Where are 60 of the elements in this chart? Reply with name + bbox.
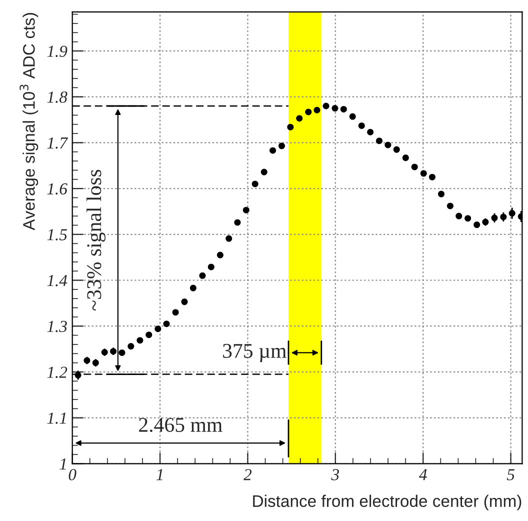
point	[278, 142, 285, 150]
point	[349, 113, 356, 120]
y-tick-label: 1.4	[47, 275, 68, 286]
x-tick-label: 1	[156, 469, 162, 480]
x-tick-label: 3	[331, 469, 339, 480]
point	[376, 138, 383, 144]
point	[402, 154, 409, 162]
y-tick-label: 1.7	[47, 137, 68, 149]
point	[128, 343, 134, 350]
y-tick-label: 1.8	[47, 92, 68, 103]
point	[305, 108, 312, 116]
y-tick-label: 1.6	[47, 183, 68, 195]
y-tick-label: 1.9	[47, 46, 68, 57]
y-tick-label: 1.1	[47, 412, 66, 424]
point	[252, 180, 258, 188]
point	[260, 168, 268, 176]
point	[181, 298, 188, 306]
point	[384, 142, 392, 148]
point	[136, 337, 144, 344]
point	[172, 309, 179, 316]
point	[420, 170, 427, 177]
y-tick-label: 1	[60, 458, 66, 470]
point	[411, 164, 418, 170]
point	[340, 106, 347, 112]
point	[242, 206, 250, 214]
y-tick-label: 1.3	[47, 320, 67, 332]
point	[146, 332, 152, 338]
x-tick-label: 5	[506, 469, 514, 480]
point	[358, 122, 365, 129]
point	[314, 106, 320, 114]
point	[226, 235, 232, 242]
annotation: 2.465 mm	[139, 418, 222, 432]
x-tick-label: 4	[418, 469, 427, 480]
y-tick-label: 1.2	[47, 366, 68, 378]
point	[234, 219, 241, 226]
annotation: 375 µm	[223, 344, 286, 362]
y-axis-title: Average signal (10$^{3}$ ADC cts)	[20, 13, 38, 230]
y-tick-label: 1.5	[47, 229, 67, 240]
annotation: ~33% signal loss	[86, 170, 106, 311]
x-tick-label: 2	[244, 469, 252, 480]
point	[287, 124, 294, 130]
point	[367, 128, 374, 136]
point	[270, 147, 276, 154]
point	[163, 320, 170, 328]
point	[393, 146, 400, 153]
point	[199, 272, 206, 279]
point	[216, 252, 224, 258]
point	[154, 326, 162, 332]
point	[456, 212, 462, 220]
point	[296, 115, 303, 122]
point	[464, 215, 472, 222]
point	[332, 105, 338, 112]
point	[190, 284, 196, 292]
x-tick-label: 0	[68, 469, 76, 480]
x-axis-title: Distance from electrode center (mm)	[253, 494, 522, 510]
point	[208, 264, 214, 270]
point	[438, 190, 445, 198]
point	[428, 174, 436, 180]
point	[446, 202, 454, 210]
point	[322, 102, 330, 110]
